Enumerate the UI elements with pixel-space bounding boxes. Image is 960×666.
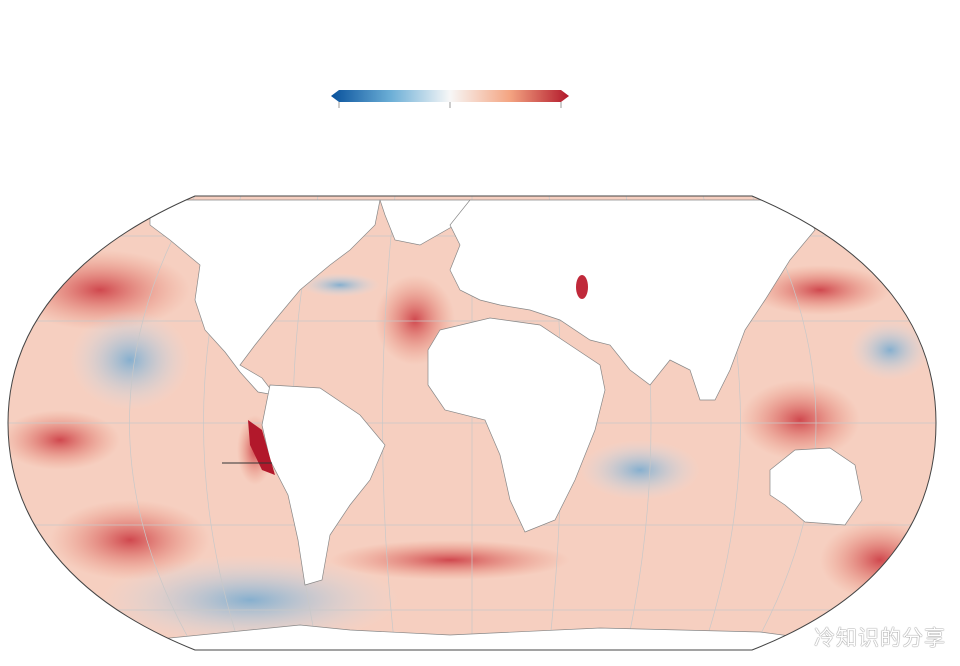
map-outline [7,195,937,651]
antarctica [149,624,821,650]
hotspots [248,275,588,475]
watermark: 冷知识的分享 [814,626,946,650]
land [149,199,863,650]
africa [427,317,606,533]
colorbar-gradient [331,90,569,102]
australia [769,447,863,526]
eurasia [449,199,816,401]
north-america [149,199,381,396]
colorbar [331,90,569,108]
south-america [261,384,386,586]
